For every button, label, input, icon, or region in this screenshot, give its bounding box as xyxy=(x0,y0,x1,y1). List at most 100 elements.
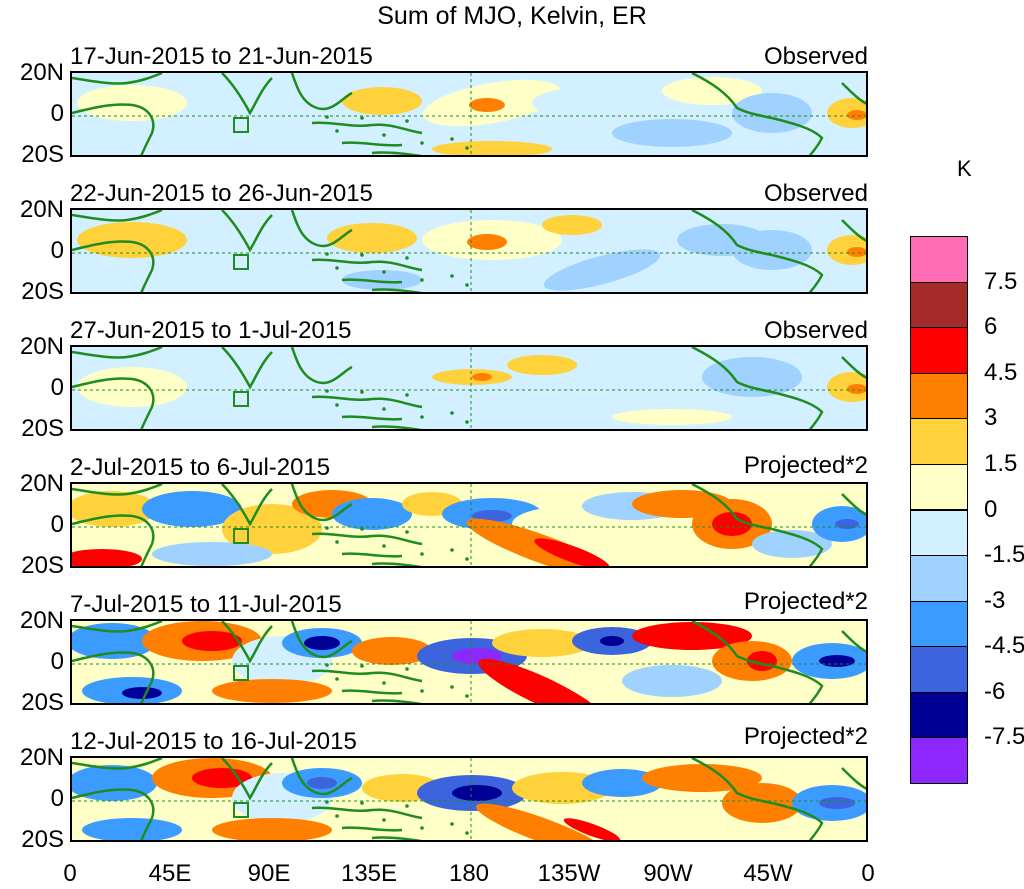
island-dot xyxy=(382,681,386,685)
coastline xyxy=(290,210,353,248)
x-label-45w: 45W xyxy=(743,860,793,887)
coastline xyxy=(341,278,403,284)
anomaly-contour xyxy=(304,636,340,650)
island-dot xyxy=(405,667,409,671)
panel-1-date-range: 17-Jun-2015 to 21-Jun-2015 xyxy=(70,43,373,70)
y-label: 20N xyxy=(19,196,64,223)
coastline xyxy=(72,621,163,633)
x-label-135w: 135W xyxy=(537,860,601,887)
anomaly-contour xyxy=(819,797,855,809)
anomaly-contour xyxy=(722,783,802,823)
coastline xyxy=(72,651,155,703)
anomaly-map xyxy=(72,73,866,155)
anomaly-contour xyxy=(142,491,242,527)
coastline xyxy=(841,630,866,653)
anomaly-contour xyxy=(77,367,187,407)
map-panel-4 xyxy=(70,482,868,568)
anomaly-contour xyxy=(212,679,332,703)
coastline xyxy=(290,758,353,796)
island-dot xyxy=(360,801,364,805)
anomaly-map xyxy=(72,758,866,840)
colorbar-segment xyxy=(910,327,968,374)
anomaly-map xyxy=(72,347,866,429)
colorbar-segment xyxy=(910,555,968,602)
x-label-135e: 135E xyxy=(340,860,398,887)
coastline xyxy=(691,347,773,394)
anomaly-contour xyxy=(582,769,662,797)
region-box xyxy=(233,802,249,818)
anomaly-contour xyxy=(622,665,722,697)
coastline xyxy=(72,758,163,770)
coastline xyxy=(221,484,273,527)
colorbar-segment xyxy=(910,281,968,329)
colorbar-segment xyxy=(910,600,968,648)
y-label: 20N xyxy=(19,59,64,86)
region-box xyxy=(233,254,249,270)
island-dot xyxy=(382,133,386,137)
panel-6-date-range: 12-Jul-2015 to 16-Jul-2015 xyxy=(70,728,357,755)
coastline xyxy=(341,552,403,558)
coastline xyxy=(691,73,773,120)
colorbar-segment xyxy=(910,372,968,420)
coastline xyxy=(290,347,353,385)
coastline xyxy=(311,806,423,820)
y-label: 20S xyxy=(21,689,64,716)
panel-3-date-range: 27-Jun-2015 to 1-Jul-2015 xyxy=(70,317,352,344)
island-dot xyxy=(420,278,424,282)
anomaly-contour xyxy=(847,384,866,394)
colorbar-tick-label: 1.5 xyxy=(984,449,1018,477)
colorbar-segment xyxy=(910,418,968,465)
colorbar-tick-label: 7.5 xyxy=(984,267,1018,295)
island-dot xyxy=(335,129,339,133)
island-dot xyxy=(405,393,409,397)
island-dot xyxy=(420,415,424,419)
island-dot xyxy=(405,804,409,808)
y-label: 20S xyxy=(21,552,64,579)
anomaly-contour xyxy=(827,372,866,402)
colorbar-tick-label: -6 xyxy=(984,677,1006,705)
anomaly-contour xyxy=(662,77,762,105)
anomaly-contour xyxy=(563,818,621,840)
y-label: 0 xyxy=(50,648,64,675)
panel-1-status: Observed xyxy=(763,43,868,70)
island-dot xyxy=(450,822,454,826)
anomaly-map xyxy=(72,484,866,566)
anomaly-contour xyxy=(77,85,187,121)
coastline xyxy=(221,621,273,664)
anomaly-contour xyxy=(182,631,242,651)
y-label: 20N xyxy=(19,470,64,497)
map-panel-1 xyxy=(70,71,868,157)
coastline xyxy=(290,621,353,659)
y-label: 0 xyxy=(50,374,64,401)
region-box xyxy=(233,665,249,681)
island-dot xyxy=(335,677,339,681)
coastline xyxy=(691,621,773,668)
coastline xyxy=(771,116,824,155)
x-label-90e: 90E xyxy=(247,860,291,887)
anomaly-contour xyxy=(332,498,412,530)
coastline xyxy=(841,493,866,516)
island-dot xyxy=(405,256,409,260)
coastline xyxy=(72,484,163,496)
island-dot xyxy=(450,685,454,689)
y-label: 20N xyxy=(19,744,64,771)
anomaly-contour xyxy=(600,636,624,646)
coastline xyxy=(311,532,423,546)
anomaly-contour xyxy=(152,258,292,282)
colorbar-tick-label: 3 xyxy=(984,404,998,432)
island-dot xyxy=(405,119,409,123)
island-dot xyxy=(382,818,386,822)
island-dot xyxy=(420,689,424,693)
y-label: 20N xyxy=(19,333,64,360)
colorbar-tick-label: -1.5 xyxy=(984,541,1024,569)
colorbar-tick-label: 0 xyxy=(984,495,998,523)
colorbar-segment xyxy=(910,691,968,739)
y-label: 20S xyxy=(21,141,64,168)
coastline xyxy=(311,121,423,135)
anomaly-contour xyxy=(352,637,432,665)
anomaly-contour xyxy=(362,397,442,417)
island-dot xyxy=(450,411,454,415)
coastline xyxy=(72,377,155,429)
anomaly-contour xyxy=(467,234,507,250)
anomaly-contour xyxy=(752,530,832,558)
